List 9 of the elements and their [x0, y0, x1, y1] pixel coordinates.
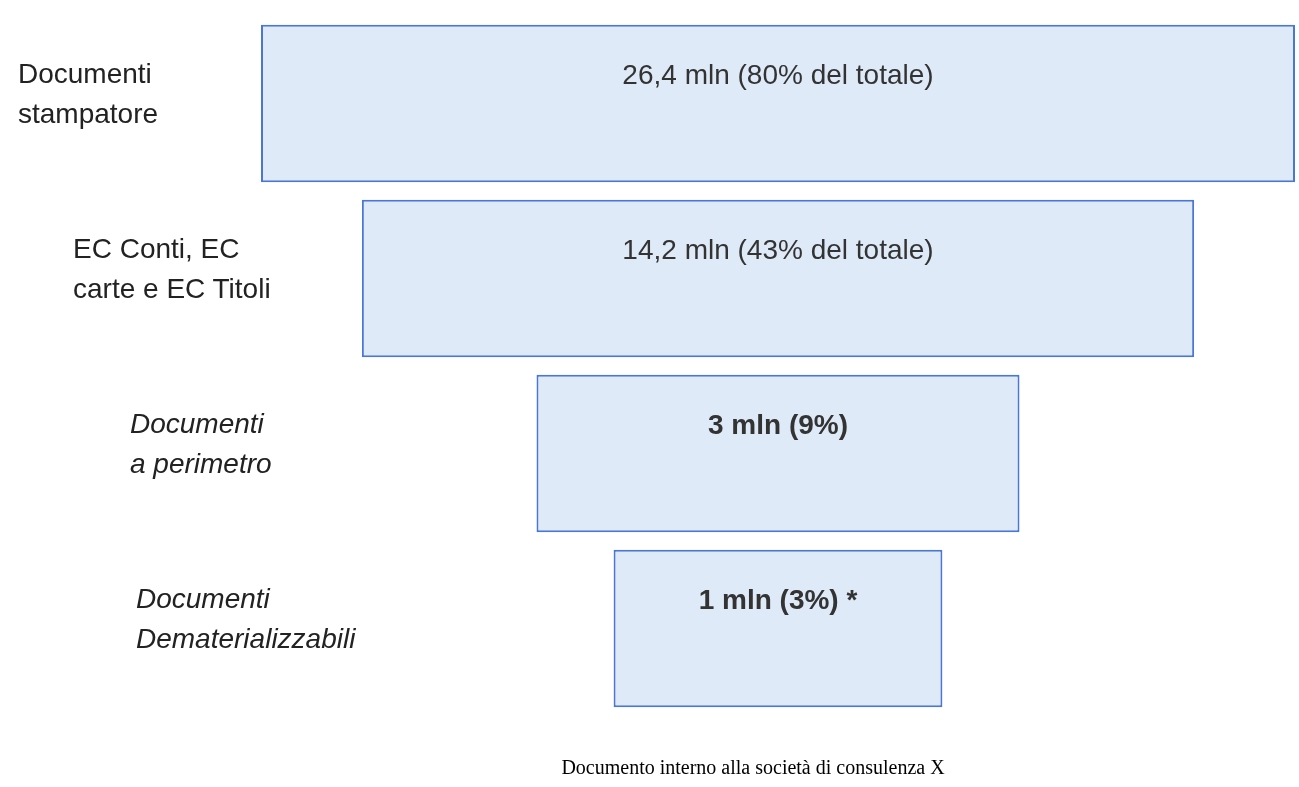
text: Documento interno alla società di consulenza X	[560, 756, 946, 779]
data-label: 1 mln (3%) *	[698, 584, 858, 616]
category-label: Documenti stampatore	[18, 57, 160, 131]
category-label: EC Conti, EC carte e EC Titoli	[73, 232, 272, 306]
category-label: Documenti Dematerializzabili	[136, 582, 356, 656]
data-label: 14,2 mln (43% del totale)	[622, 234, 934, 266]
data-label: 26,4 mln (80% del totale)	[622, 59, 934, 91]
category-label: Documenti a perimetro	[130, 407, 273, 481]
data-label: 3 mln (9%)	[707, 409, 849, 441]
